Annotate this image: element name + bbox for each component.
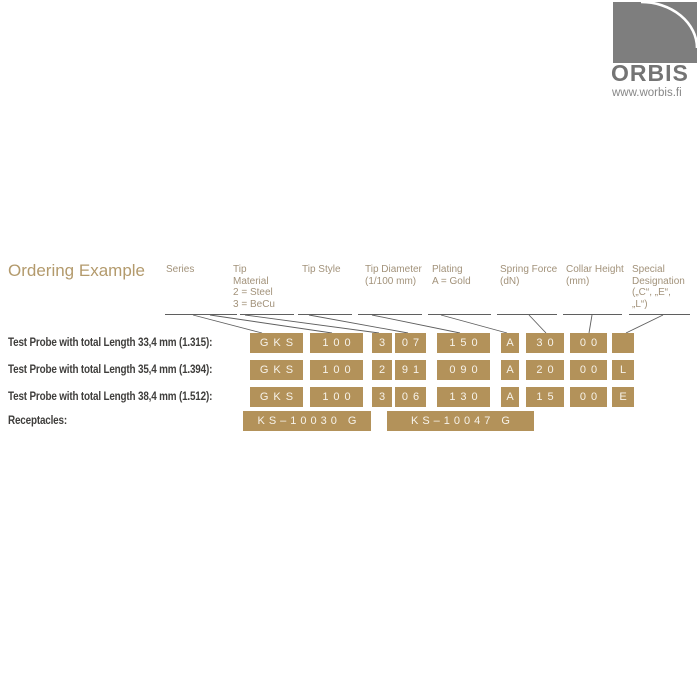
order-cell-collar-height: 00 [570, 387, 607, 407]
order-cell-tip-material: 3 [372, 387, 392, 407]
order-cell-text: 91 [401, 364, 425, 376]
order-cell-spring-force: 15 [526, 387, 564, 407]
col-header-line: Tip Style [302, 264, 341, 275]
col-header-tip-style: Tip Style [302, 264, 341, 276]
col-header-line: Plating [432, 264, 463, 275]
col-header-line: Series [166, 264, 195, 275]
order-cell-text: L [619, 364, 632, 376]
col-header-tip-diameter: Tip Diameter (1/100 mm) [365, 264, 422, 287]
order-cell-text: 20 [536, 364, 559, 376]
col-header-line: Tip [233, 264, 247, 275]
col-header-tip-material: Tip Material 2 = Steel 3 = BeCu [233, 264, 275, 310]
order-cell-text: A [506, 391, 519, 403]
order-cell-text: 00 [579, 337, 603, 349]
order-cell-text: 100 [322, 391, 356, 403]
order-cell-text: 100 [322, 337, 356, 349]
order-cell-text: 150 [449, 337, 483, 349]
order-cell-spring-force: 30 [526, 333, 564, 353]
order-cell-series: GKS [250, 360, 303, 380]
row-label-probe-1: Test Probe with total Length 33,4 mm (1.… [8, 337, 213, 349]
order-cell-series: GKS [250, 387, 303, 407]
col-header-line: Spring Force [500, 264, 558, 275]
col-header-line: Material [233, 275, 269, 287]
page-title: Ordering Example [8, 261, 146, 280]
logo-arc-icon [640, 2, 697, 49]
order-cell-tip-diameter: 130 [437, 387, 490, 407]
order-cell-tip-style: 07 [395, 333, 426, 353]
row-label-receptacles: Receptacles: [8, 415, 67, 427]
orbis-logo-text: ORBIS [611, 60, 689, 86]
order-cell-text: 090 [449, 364, 483, 376]
order-cell-text: A [506, 337, 519, 349]
order-cell-tip-material: 2 [372, 360, 392, 380]
order-cell-series: GKS [250, 333, 303, 353]
order-cell-text: E [619, 391, 632, 403]
order-cell-tip-diameter: 150 [437, 333, 490, 353]
order-cell-text: 2 [378, 364, 391, 376]
col-header-plating: Plating A = Gold [432, 264, 471, 287]
orbis-logo-url: www.worbis.fi [612, 87, 682, 99]
order-cell-text: 3 [378, 337, 391, 349]
col-header-line: (mm) [566, 275, 590, 287]
order-cell-text: 3 [378, 391, 391, 403]
order-cell-text: A [506, 364, 519, 376]
order-cell-special-designation [612, 333, 634, 353]
col-header-line: Special [632, 264, 665, 275]
order-cell-plating: A [501, 360, 519, 380]
order-cell-text: KS–10047 G [411, 415, 514, 427]
col-header-line: A = Gold [432, 275, 471, 287]
col-header-line: (dN) [500, 275, 520, 287]
col-header-line: Collar Height [566, 264, 624, 275]
order-cell-special-designation: E [612, 387, 634, 407]
col-header-collar-height: Collar Height (mm) [566, 264, 624, 287]
col-header-line: („C“, „E“, [632, 287, 671, 298]
order-cell-collar-height: 00 [570, 333, 607, 353]
order-cell-tip-style: 06 [395, 387, 426, 407]
order-cell-plating: A [501, 333, 519, 353]
col-header-special-designation: Special Designation („C“, „E“, „L“) [632, 264, 685, 310]
col-header-line: Designation [632, 275, 685, 287]
col-header-line: 2 = Steel [233, 287, 273, 298]
row-label-probe-3: Test Probe with total Length 38,4 mm (1.… [8, 391, 213, 403]
order-cell-text: 00 [579, 364, 603, 376]
col-header-series: Series [166, 264, 194, 276]
order-cell-text: 15 [536, 391, 559, 403]
order-cell-text: 100 [322, 364, 356, 376]
order-cell-plating: A [501, 387, 519, 407]
order-cell-collar-height: 00 [570, 360, 607, 380]
order-cell-special-designation: L [612, 360, 634, 380]
order-cell-text: 00 [579, 391, 603, 403]
col-header-line: „L“) [632, 298, 648, 310]
order-cell-text: GKS [259, 391, 299, 403]
order-cell-text: 06 [401, 391, 425, 403]
col-header-spring-force: Spring Force (dN) [500, 264, 557, 287]
order-cell-text: 07 [401, 337, 425, 349]
order-cell-text: GKS [259, 337, 299, 349]
order-cell-text: 130 [449, 391, 483, 403]
col-header-line: (1/100 mm) [365, 275, 417, 287]
order-cell-tip-style: 91 [395, 360, 426, 380]
col-header-line: 3 = BeCu [233, 298, 275, 310]
orbis-logo-mark [613, 2, 697, 63]
order-cell-text: GKS [259, 364, 299, 376]
order-cell-series-number: 100 [310, 387, 363, 407]
row-label-probe-2: Test Probe with total Length 35,4 mm (1.… [8, 364, 213, 376]
order-cell-tip-material: 3 [372, 333, 392, 353]
order-cell-series-number: 100 [310, 360, 363, 380]
col-header-line: Tip Diameter [365, 264, 422, 275]
order-cell-tip-diameter: 090 [437, 360, 490, 380]
receptacle-cell: KS–10047 G [387, 411, 534, 431]
order-cell-text: KS–10030 G [257, 415, 361, 427]
receptacle-cell: KS–10030 G [243, 411, 371, 431]
order-cell-text: 30 [536, 337, 559, 349]
order-cell-spring-force: 20 [526, 360, 564, 380]
order-cell-series-number: 100 [310, 333, 363, 353]
